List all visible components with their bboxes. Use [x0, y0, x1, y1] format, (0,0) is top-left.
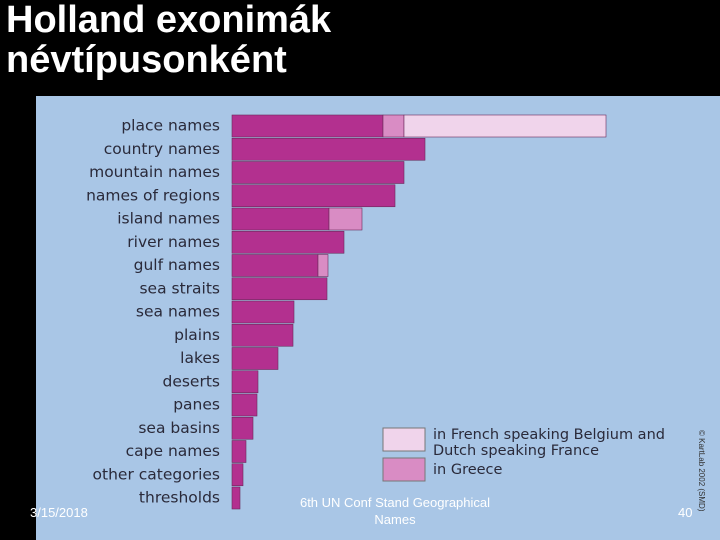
- bar-segment: [231, 347, 279, 370]
- bar-segment: [231, 277, 328, 301]
- bar-segment: [231, 300, 295, 324]
- bar-segment: [231, 207, 330, 231]
- y-tick-label: other categories: [93, 465, 220, 483]
- footer-page: 40: [678, 505, 693, 520]
- legend-swatch: [382, 457, 426, 482]
- y-tick-label: lakes: [180, 349, 220, 367]
- bar-segment: [317, 254, 329, 277]
- bar-segment: [231, 137, 426, 161]
- y-tick-label: sea names: [136, 303, 220, 321]
- y-tick-label: place names: [121, 117, 220, 135]
- legend-swatch: [382, 427, 426, 452]
- y-tick-label: cape names: [126, 442, 220, 460]
- footer-date: 3/15/2018: [30, 505, 88, 520]
- bar-segment: [231, 486, 241, 510]
- y-tick-label: sea straits: [139, 279, 220, 297]
- footer-center: 6th UN Conf Stand Geographical Names: [299, 495, 491, 527]
- bar-segment: [231, 254, 319, 277]
- y-tick-label: island names: [117, 210, 220, 228]
- y-tick-label: mountain names: [89, 163, 220, 181]
- y-tick-label: river names: [127, 233, 220, 251]
- y-tick-label: names of regions: [86, 186, 220, 204]
- bar-segment: [382, 114, 405, 138]
- bar-segment: [231, 416, 254, 440]
- slide-title: Holland exonimák névtípusonként: [6, 0, 332, 81]
- bar-segment: [231, 184, 396, 208]
- y-tick-label: sea basins: [138, 419, 220, 437]
- y-tick-label: gulf names: [134, 256, 220, 274]
- bar-segment: [231, 370, 259, 394]
- bar-segment: [403, 114, 607, 138]
- bar-segment: [231, 323, 294, 347]
- bar-segment: [328, 207, 363, 231]
- legend-label: in French speaking Belgium and Dutch spe…: [433, 427, 665, 459]
- y-tick-label: thresholds: [139, 489, 220, 507]
- bar-segment: [231, 230, 345, 254]
- y-tick-label: plains: [174, 326, 220, 344]
- bar-segment: [231, 463, 244, 487]
- bar-segment: [231, 114, 384, 138]
- y-tick-label: country names: [104, 140, 220, 158]
- y-tick-label: deserts: [162, 372, 220, 390]
- bar-segment: [231, 440, 247, 463]
- legend-label: in Greece: [433, 462, 503, 478]
- bar-segment: [231, 393, 258, 417]
- bar-segment: [231, 161, 405, 184]
- y-tick-label: panes: [173, 396, 220, 414]
- credit: © KartLab 2002 (SMD): [697, 430, 706, 512]
